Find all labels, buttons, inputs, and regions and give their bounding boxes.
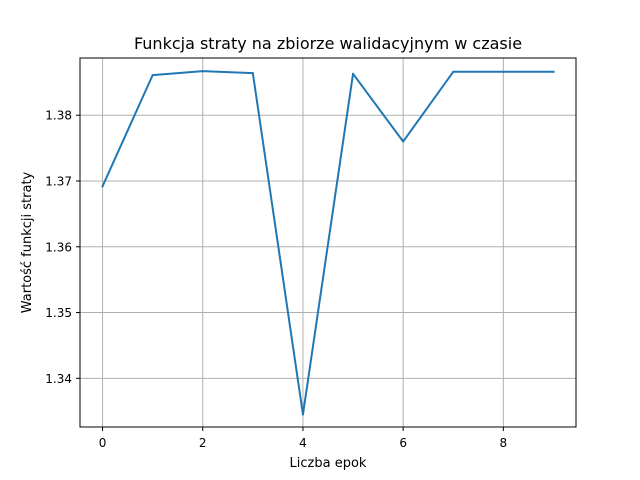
data-point <box>201 70 204 73</box>
plot-frame <box>79 57 577 428</box>
data-point <box>502 70 505 73</box>
x-axis-ticks: 0 2 4 6 8 <box>99 427 507 450</box>
y-axis-label: Wartość funkcji straty <box>20 171 35 313</box>
data-point <box>452 70 455 73</box>
y-tick-label: 1.35 <box>45 306 72 320</box>
x-gridlines <box>102 58 504 427</box>
y-gridlines <box>80 114 576 379</box>
data-point <box>251 72 254 75</box>
x-axis-label: Liczba epok <box>290 456 367 471</box>
x-tick-label: 2 <box>199 436 207 450</box>
series-group <box>101 70 555 416</box>
y-axis-ticks: 1.34 1.35 1.36 1.37 1.38 <box>45 109 80 386</box>
data-point <box>552 70 555 73</box>
chart-title: Funkcja straty na zbiorze walidacyjnym w… <box>134 34 522 53</box>
series-line <box>101 70 555 416</box>
data-point <box>352 72 355 75</box>
y-tick-label: 1.38 <box>45 109 72 123</box>
x-tick-label: 4 <box>299 436 307 450</box>
y-tick-label: 1.36 <box>45 240 72 254</box>
data-point <box>151 74 154 77</box>
x-tick-label: 8 <box>500 436 508 450</box>
y-tick-label: 1.34 <box>45 372 72 386</box>
data-point <box>402 140 405 143</box>
x-tick-label: 6 <box>399 436 407 450</box>
x-tick-label: 0 <box>99 436 107 450</box>
data-point <box>101 185 104 188</box>
y-tick-label: 1.37 <box>45 175 72 189</box>
data-point <box>301 413 304 416</box>
